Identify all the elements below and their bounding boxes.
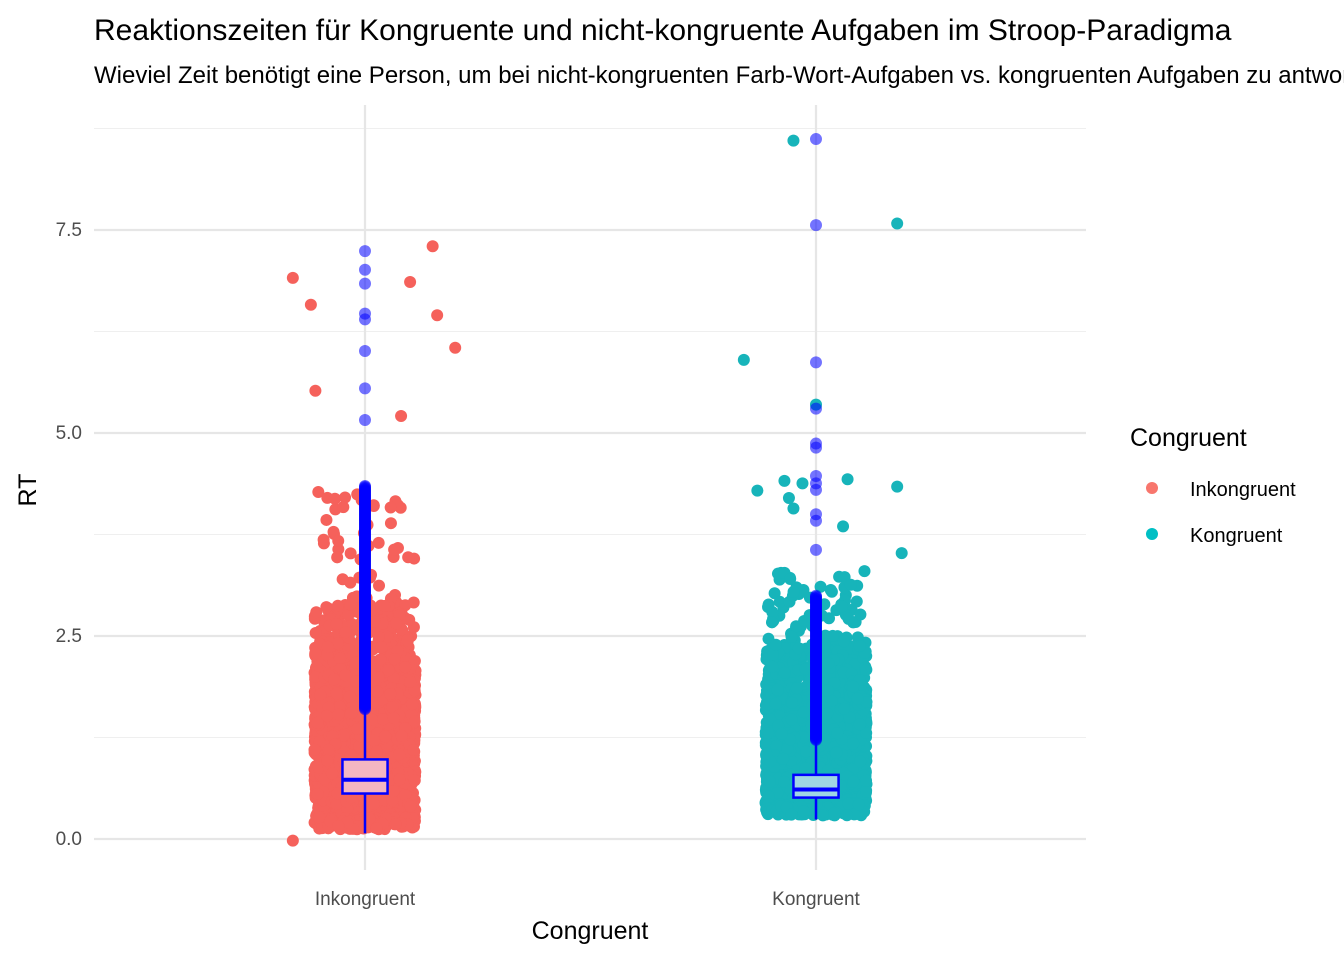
jitter-point bbox=[332, 534, 345, 547]
jitter-point bbox=[351, 723, 364, 736]
jitter-point bbox=[406, 698, 419, 711]
jitter-point bbox=[312, 486, 325, 499]
jitter-point bbox=[388, 653, 401, 666]
jitter-point bbox=[407, 744, 420, 757]
jitter-point bbox=[765, 616, 778, 629]
jitter-point bbox=[328, 673, 341, 686]
jitter-point bbox=[842, 612, 855, 625]
jitter-point bbox=[332, 708, 345, 721]
jitter-point bbox=[309, 626, 322, 639]
jitter-point bbox=[837, 635, 850, 648]
jitter-point bbox=[787, 585, 800, 598]
jitter-point bbox=[336, 573, 349, 586]
jitter-point bbox=[399, 661, 412, 674]
jitter-point bbox=[401, 634, 414, 647]
jitter-point bbox=[378, 599, 391, 612]
jitter-point bbox=[314, 688, 327, 701]
jitter-point bbox=[853, 640, 866, 653]
jitter-point bbox=[339, 626, 352, 639]
jitter-point bbox=[342, 608, 355, 621]
jitter-point bbox=[330, 687, 343, 700]
jitter-point bbox=[373, 579, 386, 592]
jitter-point bbox=[374, 653, 387, 666]
jitter-point bbox=[393, 773, 406, 786]
jitter-point bbox=[372, 631, 385, 644]
jitter-point bbox=[375, 641, 388, 654]
jitter-point bbox=[399, 789, 412, 802]
jitter-point bbox=[321, 754, 334, 767]
jitter-point bbox=[370, 822, 383, 835]
jitter-point bbox=[334, 652, 347, 665]
jitter-point bbox=[317, 533, 330, 546]
jitter-point bbox=[393, 748, 406, 761]
jitter-point bbox=[824, 583, 837, 596]
jitter-point bbox=[384, 501, 397, 514]
jitter-point bbox=[327, 525, 340, 538]
jitter-point bbox=[331, 551, 344, 564]
jitter-point bbox=[402, 551, 415, 564]
grid bbox=[94, 105, 1086, 870]
jitter-point bbox=[367, 798, 380, 811]
jitter-point bbox=[377, 713, 390, 726]
jitter-point bbox=[387, 712, 400, 725]
jitter-point bbox=[785, 630, 798, 643]
jitter-point bbox=[309, 647, 322, 660]
jitter-point bbox=[310, 606, 323, 619]
jitter-point bbox=[390, 617, 403, 630]
jitter-point bbox=[384, 517, 397, 530]
jitter-point bbox=[308, 743, 321, 756]
jitter-point bbox=[320, 709, 333, 722]
jitter-point bbox=[408, 715, 421, 728]
jitter-point bbox=[836, 600, 849, 613]
jitter-point bbox=[339, 491, 352, 504]
jitter-point bbox=[313, 811, 326, 824]
jitter-point bbox=[365, 713, 378, 726]
jitter-point bbox=[353, 740, 366, 753]
jitter-point bbox=[395, 729, 408, 742]
jitter-point bbox=[404, 800, 417, 813]
jitter-point bbox=[381, 630, 394, 643]
jitter-point bbox=[332, 820, 345, 833]
jitter-point bbox=[311, 788, 324, 801]
jitter-point bbox=[379, 730, 392, 743]
jitter-point bbox=[322, 743, 335, 756]
jitter-point bbox=[339, 669, 352, 682]
jitter-point bbox=[345, 706, 358, 719]
jitter-point bbox=[337, 501, 350, 514]
jitter-point bbox=[331, 637, 344, 650]
jitter-point bbox=[320, 601, 333, 614]
jitter-point bbox=[326, 767, 339, 780]
jitter-point bbox=[372, 536, 385, 549]
jitter-point bbox=[328, 492, 341, 505]
jitter-point bbox=[321, 640, 334, 653]
jitter-point bbox=[408, 774, 421, 787]
jitter-point bbox=[320, 513, 333, 526]
jitter-point bbox=[344, 598, 357, 611]
jitter-point bbox=[309, 670, 322, 683]
jitter-point bbox=[368, 615, 381, 628]
jitter-point bbox=[370, 745, 383, 758]
jitter-point bbox=[368, 734, 381, 747]
jitter-point bbox=[387, 785, 400, 798]
jitter-point bbox=[388, 543, 401, 556]
jitter-point bbox=[826, 629, 839, 642]
jitter-point bbox=[382, 664, 395, 677]
jitter-point bbox=[344, 547, 357, 560]
jitter-point bbox=[858, 565, 871, 578]
jitter-point bbox=[371, 685, 384, 698]
jitter-point bbox=[330, 618, 343, 631]
jitter-point bbox=[384, 688, 397, 701]
jitter-point bbox=[343, 690, 356, 703]
jitter-point bbox=[766, 606, 779, 619]
jitter-point bbox=[389, 818, 402, 831]
jitter-point bbox=[404, 675, 417, 688]
jitter-point bbox=[844, 578, 857, 591]
jitter-point bbox=[331, 599, 344, 612]
